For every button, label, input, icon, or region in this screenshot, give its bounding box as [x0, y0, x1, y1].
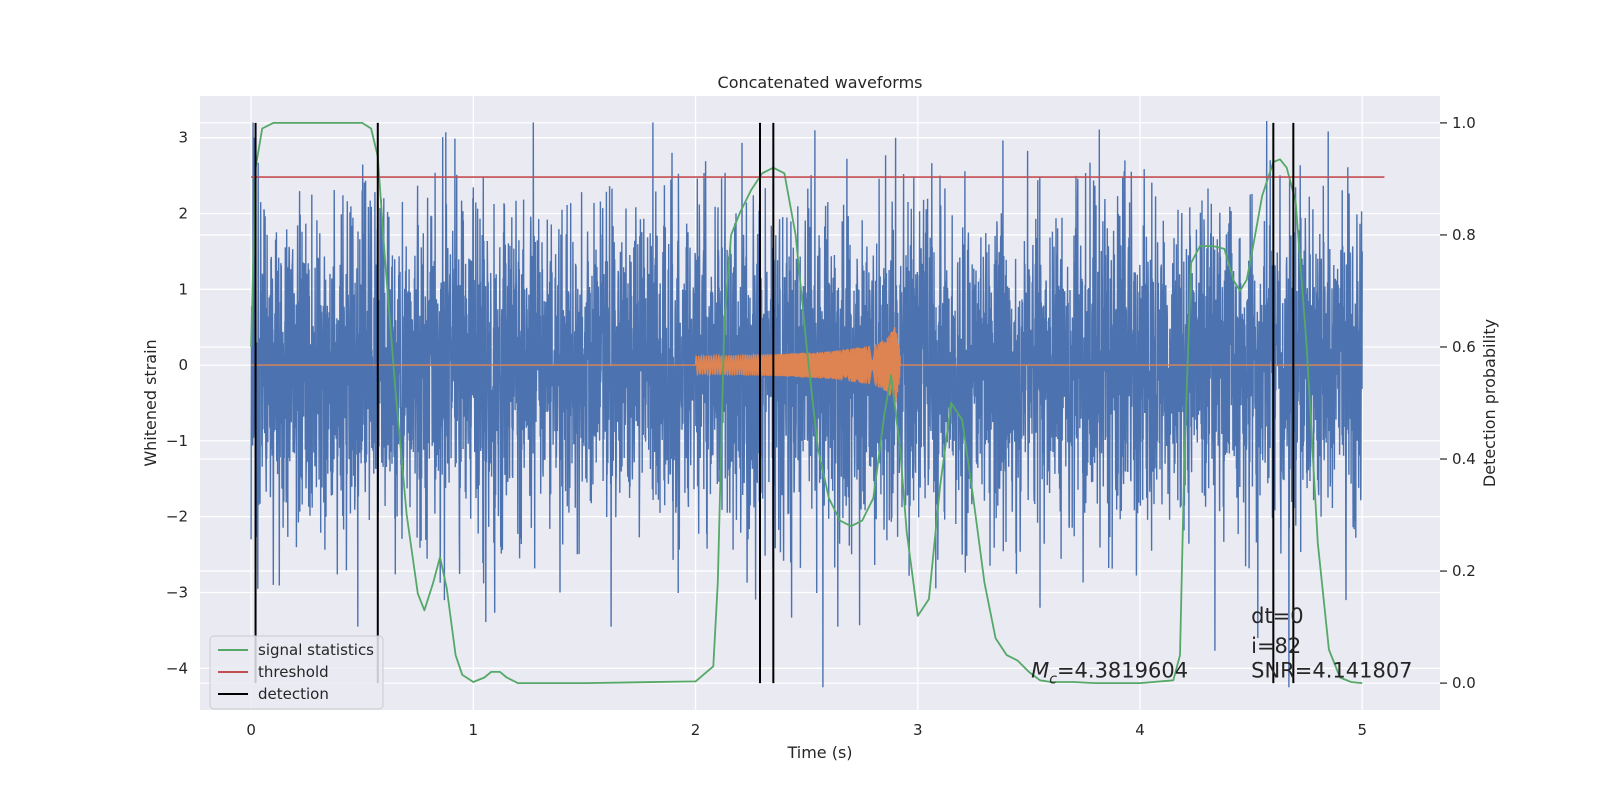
- y2-tick-label: 0.0: [1452, 674, 1476, 692]
- x-tick-label: 2: [691, 721, 701, 739]
- y2-tick-label: 0.2: [1452, 562, 1476, 580]
- annotation-symbol: M: [1031, 658, 1049, 682]
- annotation: dt=0: [1251, 604, 1304, 628]
- y-tick-label: 3: [178, 129, 188, 147]
- y2-tick-label: 0.6: [1452, 338, 1476, 356]
- y-tick-label: 0: [178, 356, 188, 374]
- legend-box: [209, 635, 384, 710]
- annotation-subscript: c: [1049, 671, 1057, 687]
- legend: signal statistics threshold detection: [209, 635, 384, 710]
- x-tick-label: 5: [1357, 721, 1367, 739]
- y-tick-label: 2: [178, 204, 188, 222]
- y-tick-label: −4: [166, 659, 188, 677]
- y2-tick-label: 0.8: [1452, 226, 1476, 244]
- x-tick-label: 1: [469, 721, 479, 739]
- x-axis-label: Time (s): [786, 743, 852, 762]
- series-chirp: [251, 327, 1363, 403]
- y-tick-label: −3: [166, 584, 188, 602]
- chart-title: Concatenated waveforms: [718, 73, 923, 92]
- legend-label: signal statistics: [258, 641, 374, 659]
- annotation: i=82: [1251, 634, 1301, 658]
- annotation: SNR=4.141807: [1251, 658, 1412, 682]
- y-tick-label: −2: [166, 508, 188, 526]
- y-axis-label: Whitened strain: [141, 339, 160, 466]
- legend-label: detection: [258, 685, 329, 703]
- series-noise: [250, 120, 1363, 688]
- ticks: 0 1 2 3 4 5 −4 −3 −2 −1 0 1 2 3 0.0 0.2 0.4 0.6 0.8 1.0: [166, 114, 1476, 739]
- annotation: Mc=4.3819604: [1031, 658, 1188, 687]
- series-signal-statistics: [250, 122, 1363, 684]
- y2-tick-label: 1.0: [1452, 114, 1476, 132]
- x-tick-label: 4: [1135, 721, 1145, 739]
- series-layer: [250, 120, 1385, 688]
- x-tick-label: 0: [246, 721, 256, 739]
- x-tick-label: 3: [913, 721, 923, 739]
- y2-axis-label: Detection probability: [1480, 319, 1499, 487]
- y-tick-label: 1: [178, 280, 188, 298]
- legend-label: threshold: [258, 663, 329, 681]
- y-tick-label: −1: [166, 432, 188, 450]
- y2-tick-label: 0.4: [1452, 450, 1476, 468]
- annotation-value: =4.3819604: [1057, 658, 1188, 682]
